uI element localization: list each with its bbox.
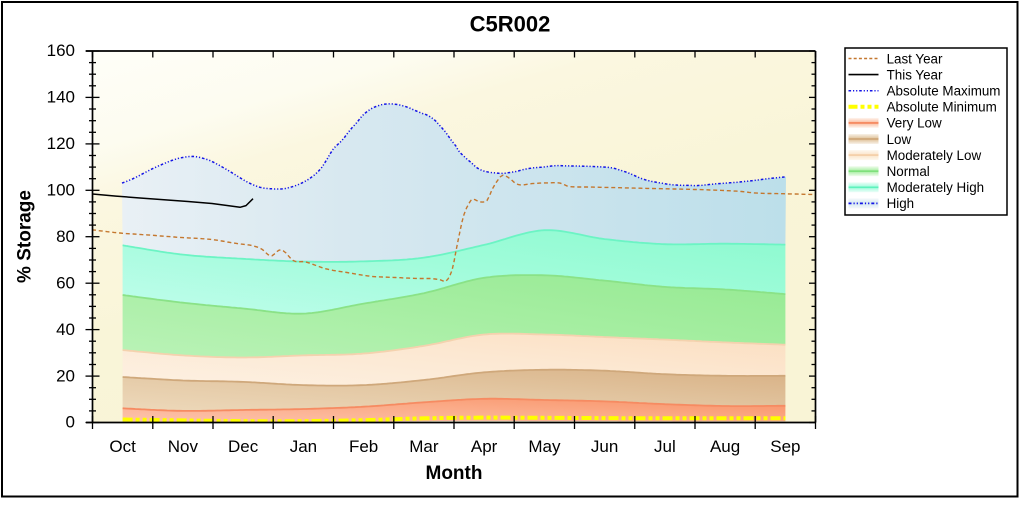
svg-text:Feb: Feb [349,437,378,456]
svg-text:Apr: Apr [471,437,498,456]
svg-text:160: 160 [47,41,75,60]
svg-text:May: May [528,437,561,456]
svg-text:Absolute Maximum: Absolute Maximum [887,84,1001,99]
svg-text:0: 0 [66,413,75,432]
svg-text:Low: Low [887,132,912,147]
svg-text:20: 20 [56,366,75,385]
svg-text:Moderately Low: Moderately Low [887,148,982,163]
svg-text:C5R002: C5R002 [470,12,551,37]
svg-text:80: 80 [56,227,75,246]
svg-text:60: 60 [56,273,75,292]
svg-text:140: 140 [47,88,75,107]
svg-text:Oct: Oct [109,437,136,456]
svg-text:Moderately High: Moderately High [887,180,985,195]
svg-text:120: 120 [47,134,75,153]
svg-text:Absolute Minimum: Absolute Minimum [887,100,997,115]
svg-text:Month: Month [426,463,483,484]
svg-text:Jun: Jun [591,437,618,456]
svg-text:Very Low: Very Low [887,116,942,131]
svg-text:Last Year: Last Year [887,51,943,66]
svg-text:Normal: Normal [887,164,930,179]
svg-text:Nov: Nov [168,437,199,456]
svg-text:Jan: Jan [290,437,317,456]
svg-text:40: 40 [56,320,75,339]
svg-text:Mar: Mar [409,437,439,456]
svg-text:% Storage: % Storage [15,190,36,283]
svg-text:Jul: Jul [654,437,676,456]
svg-text:High: High [887,196,915,211]
svg-text:This Year: This Year [887,67,943,82]
svg-text:Aug: Aug [710,437,740,456]
svg-text:Sep: Sep [770,437,800,456]
svg-text:100: 100 [47,181,75,200]
svg-text:Dec: Dec [228,437,259,456]
